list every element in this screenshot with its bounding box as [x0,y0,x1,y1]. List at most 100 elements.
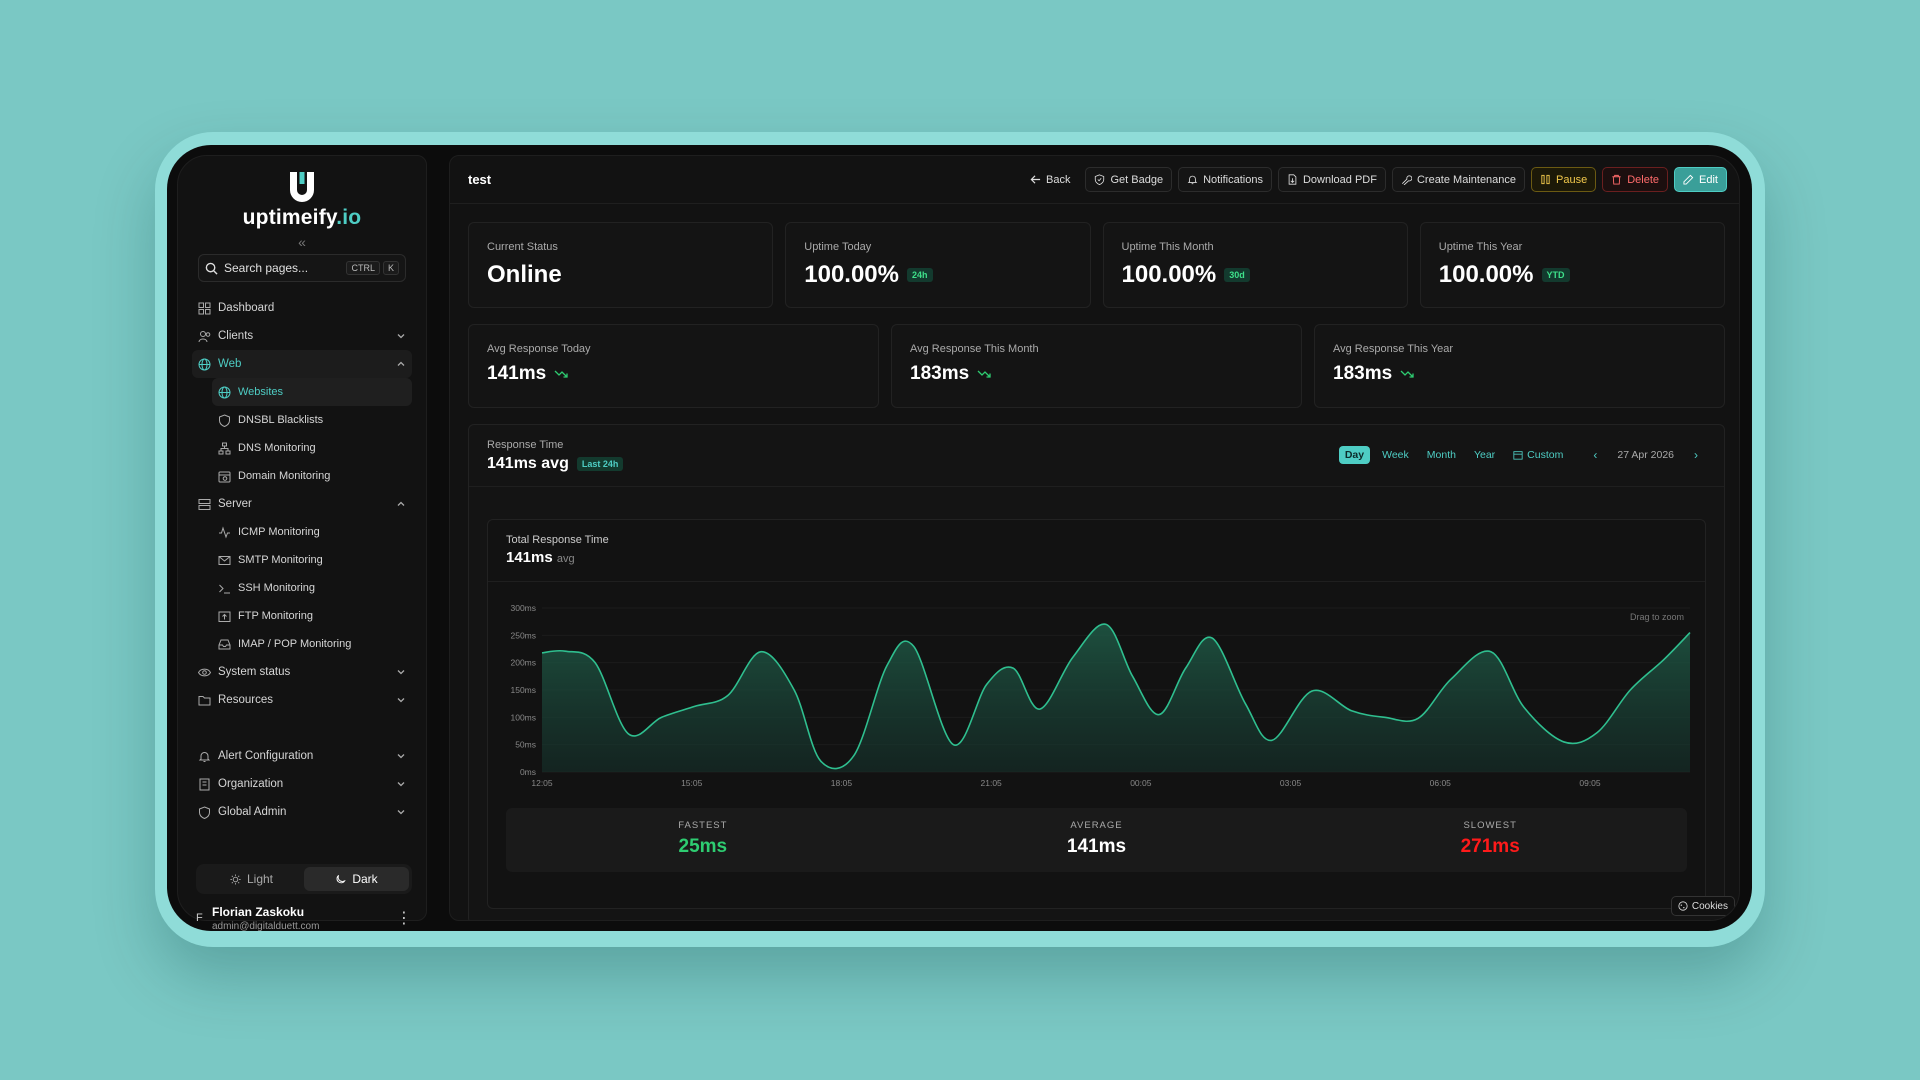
range-month-button[interactable]: Month [1426,449,1456,461]
search-placeholder: Search pages... [224,261,309,275]
card-label: Uptime Today [804,241,872,253]
back-label: Back [1046,173,1071,186]
cookies-button[interactable]: Cookies [1670,896,1735,916]
logo[interactable]: uptimeify.io [178,170,426,230]
prev-date-button[interactable]: ‹ [1593,448,1598,462]
create-maintenance-button[interactable]: Create Maintenance [1391,167,1526,192]
sidebar-item-server[interactable]: Server [192,490,412,518]
user-profile[interactable]: F Florian Zaskoku admin@digitalduett.com… [196,901,412,932]
y-tick-label: 50ms [515,740,536,750]
search-input[interactable]: Search pages... CTRL K [198,254,406,282]
chevron-down-icon [397,754,405,759]
panel-label: Total Response Time [506,534,609,546]
notifications-button[interactable]: Notifications [1178,167,1272,192]
range-custom-button[interactable]: Custom [1507,446,1569,464]
pause-icon [1541,174,1550,185]
x-tick-label: 03:05 [1280,778,1302,788]
get-badge-button[interactable]: Get Badge [1085,167,1173,192]
nav-spacer [192,714,412,742]
download-pdf-button[interactable]: Download PDF [1277,167,1386,192]
logo-mark-icon [290,172,314,202]
sidebar-item-web[interactable]: Web [192,350,412,378]
response-stats: FASTEST 25ms AVERAGE 141ms SLOWEST 271ms [506,808,1687,872]
chevron-down-icon [397,782,405,787]
calendar-icon [1513,451,1523,460]
sidebar-item-dashboard[interactable]: Dashboard [192,294,412,322]
sidebar-item-dns[interactable]: DNS Monitoring [212,434,412,462]
get-badge-label: Get Badge [1110,173,1164,186]
sidebar-item-domain[interactable]: Domain Monitoring [212,462,412,490]
sidebar-item-organization[interactable]: Organization [192,770,412,798]
shield-icon [199,805,210,819]
trash-icon [1612,174,1621,185]
mail-icon [218,555,231,565]
sidebar-item-alert-config[interactable]: Alert Configuration [192,742,412,770]
avg-response-month-card: Avg Response This Month 183ms [891,324,1302,408]
sidebar-item-global-admin[interactable]: Global Admin [192,798,412,826]
pause-button[interactable]: Pause [1531,167,1597,192]
users-icon [198,330,211,342]
response-time-chart[interactable]: 0ms 50ms 100ms 150ms 200ms 250ms 300ms 12:05 15:… [488,582,1708,812]
sidebar-item-system-status[interactable]: System status [192,658,412,686]
more-vertical-icon[interactable]: ⋮ [396,910,412,927]
sidebar-item-smtp[interactable]: SMTP Monitoring [212,546,412,574]
x-tick-label: 06:05 [1430,778,1452,788]
card-value: Online [487,261,562,288]
globe-icon [198,358,211,370]
range-day-button[interactable]: Day [1338,446,1371,464]
delete-button[interactable]: Delete [1602,167,1669,192]
folder-upload-icon [218,611,231,622]
edit-button[interactable]: Edit [1674,167,1727,192]
theme-dark-button[interactable]: Dark [304,867,409,891]
x-tick-label: 00:05 [1130,778,1152,788]
trend-down-icon [554,370,568,378]
chevron-down-icon [397,334,405,339]
range-week-button[interactable]: Week [1382,449,1409,461]
panel-value: 141ms avg [506,549,575,566]
sidebar-item-ftp[interactable]: FTP Monitoring [212,602,412,630]
uptime-today-card: Uptime Today 100.00% 24h [785,222,1091,308]
arrow-left-icon [1030,175,1041,184]
x-tick-label: 09:05 [1579,778,1601,788]
sidebar-item-resources[interactable]: Resources [192,686,412,714]
sidebar-item-label: Resources [218,694,273,706]
shield-check-icon [1095,174,1105,185]
sidebar-item-label: Clients [218,330,254,342]
collapse-sidebar-button[interactable]: « [298,234,306,250]
sidebar-item-icmp[interactable]: ICMP Monitoring [212,518,412,546]
x-tick-label: 12:05 [531,778,553,788]
card-value: 183ms [910,363,1283,385]
next-date-button[interactable]: › [1694,448,1698,462]
pause-label: Pause [1556,173,1588,186]
back-button[interactable]: Back [1021,167,1079,192]
status-card-row: Current Status Online Uptime Today 100.0… [468,222,1725,308]
activity-icon [219,525,230,538]
sidebar-item-label: DNS Monitoring [238,442,316,454]
sidebar-item-label: Web [218,358,242,370]
card-value: 141ms [487,363,860,385]
card-value: 100.00% 30d [1122,261,1389,289]
sidebar-item-imap[interactable]: IMAP / POP Monitoring [212,630,412,658]
server-submenu: ICMP Monitoring SMTP Monitoring SSH Moni… [192,518,412,658]
sidebar-item-ssh[interactable]: SSH Monitoring [212,574,412,602]
main-content: test Back Get Badge Notifications Downlo… [449,155,1740,921]
area-fill [542,624,1690,772]
avg-response-year-card: Avg Response This Year 183ms [1314,324,1725,408]
period-badge: 24h [907,268,933,282]
sidebar-item-label: Dashboard [218,302,275,314]
sidebar-item-clients[interactable]: Clients [192,322,412,350]
total-response-header: Total Response Time 141ms avg [488,520,1705,582]
chevron-down-icon [397,670,405,675]
sidebar-item-label: DNSBL Blacklists [238,414,324,426]
sidebar-item-label: ICMP Monitoring [238,526,320,538]
range-year-button[interactable]: Year [1473,449,1496,461]
y-tick-label: 100ms [510,712,536,722]
download-pdf-label: Download PDF [1302,173,1377,186]
theme-light-button[interactable]: Light [199,867,304,891]
sidebar-item-label: FTP Monitoring [238,610,313,622]
sidebar-item-dnsbl[interactable]: DNSBL Blacklists [212,406,412,434]
card-label: Uptime This Year [1438,241,1523,253]
fastest-stat: FASTEST 25ms [506,808,900,872]
sidebar-item-websites[interactable]: Websites [212,378,412,406]
card-value: 100.00% 24h [804,261,1071,289]
